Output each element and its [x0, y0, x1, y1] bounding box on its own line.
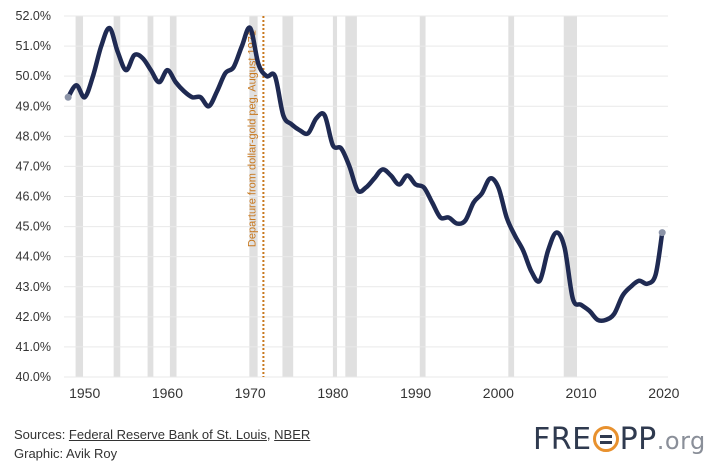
annotation-text: Departure from dollar-gold peg, August 1… — [246, 30, 258, 247]
nber-source-link[interactable]: NBER — [274, 427, 311, 442]
y-tick-label: 51.0% — [16, 39, 51, 53]
logo-text-pp: PP — [619, 422, 657, 457]
fred-source-link[interactable]: Federal Reserve Bank of St. Louis — [68, 427, 267, 442]
x-tick-label: 1990 — [400, 385, 431, 401]
y-tick-label: 52.0% — [16, 9, 51, 23]
logo-text-org: .org — [656, 427, 706, 455]
y-tick-label: 49.0% — [16, 99, 51, 113]
y-tick-label: 47.0% — [16, 159, 51, 173]
series-line-0 — [65, 25, 665, 324]
y-tick-label: 48.0% — [16, 129, 51, 143]
y-tick-label: 41.0% — [16, 340, 51, 354]
logo-text-fre: FRE — [533, 422, 592, 457]
y-tick-label: 42.0% — [16, 310, 51, 324]
y-tick-label: 45.0% — [16, 220, 51, 234]
endpoint-marker-0 — [64, 93, 72, 101]
endpoint-marker-1 — [658, 229, 666, 237]
x-tick-label: 2020 — [648, 385, 679, 401]
y-axis-tick-labels: 40.0% 41.0% 42.0% 43.0% 44.0% 45.0% 46.0% 47.0%… — [16, 9, 51, 384]
x-tick-label: 1970 — [235, 385, 266, 401]
y-tick-label: 50.0% — [16, 69, 51, 83]
y-tick-label: 46.0% — [16, 190, 51, 204]
freopp-logo[interactable]: FRE PP.org — [533, 422, 706, 457]
x-tick-label: 2000 — [483, 385, 514, 401]
grid-lines — [64, 15, 668, 378]
y-tick-label: 43.0% — [16, 280, 51, 294]
sources-line: Sources: Federal Reserve Bank of St. Lou… — [14, 427, 310, 442]
y-tick-label: 40.0% — [16, 370, 51, 384]
x-tick-label: 1950 — [69, 385, 100, 401]
x-tick-label: 1980 — [317, 385, 348, 401]
sources-prefix: Sources: — [14, 427, 69, 442]
x-axis-tick-labels: 1950 1960 1970 1980 1990 2000 2010 2020 — [69, 385, 680, 401]
graphic-credit: Graphic: Avik Roy — [14, 446, 118, 461]
sources-separator: , — [266, 427, 275, 442]
y-tick-label: 44.0% — [16, 250, 51, 264]
x-tick-label: 2010 — [566, 385, 597, 401]
x-tick-label: 1960 — [152, 385, 183, 401]
logo-equals-icon — [592, 426, 619, 452]
series-layer — [64, 25, 666, 324]
